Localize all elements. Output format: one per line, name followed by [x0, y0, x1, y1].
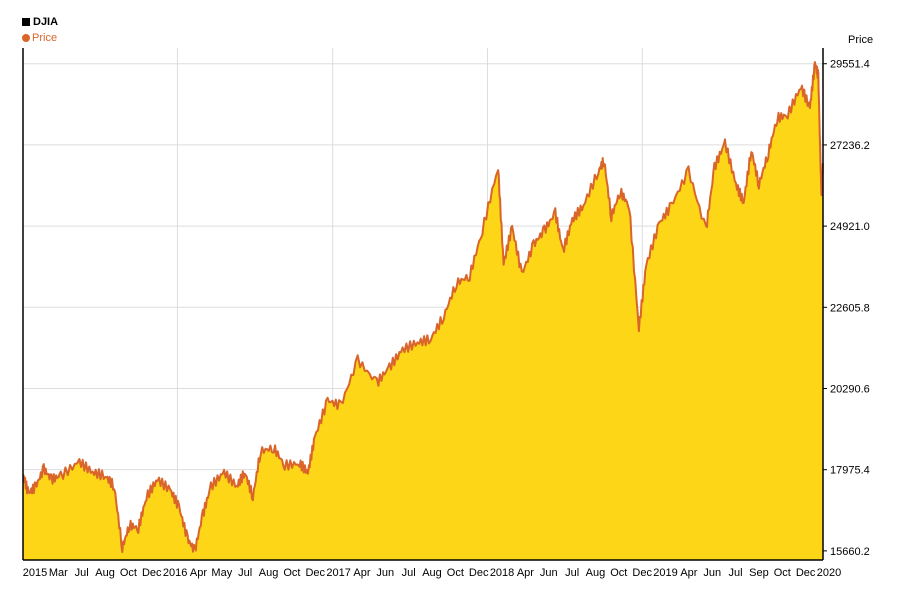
x-tick-label: Dec — [142, 567, 162, 579]
y-tick-label: 17975.4 — [830, 465, 870, 477]
x-tick-label: Jul — [75, 567, 89, 579]
x-tick-label: Oct — [610, 567, 627, 579]
x-tick-label: 2015 — [23, 567, 47, 579]
x-tick-label: 2018 — [490, 567, 514, 579]
x-tick-label: Apr — [353, 567, 370, 579]
x-tick-label: Dec — [632, 567, 652, 579]
x-tick-label: Jul — [238, 567, 252, 579]
y-tick-label: 24921.0 — [830, 221, 870, 233]
y-tick-label: 22605.8 — [830, 302, 870, 314]
x-tick-label: Jul — [565, 567, 579, 579]
x-tick-label: Mar — [49, 567, 68, 579]
x-tick-label: Jul — [729, 567, 743, 579]
x-tick-label: Oct — [774, 567, 791, 579]
x-tick-label: Aug — [259, 567, 279, 579]
x-tick-label: Apr — [680, 567, 697, 579]
x-tick-label: Apr — [517, 567, 534, 579]
x-tick-label: Sep — [749, 567, 769, 579]
legend-series-row[interactable]: Price — [22, 30, 58, 46]
x-tick-label: Dec — [796, 567, 816, 579]
x-tick-label: May — [211, 567, 232, 579]
x-tick-label: Dec — [305, 567, 325, 579]
legend-title-row: DJIA — [22, 14, 58, 30]
x-tick-label: 2016 — [163, 567, 187, 579]
x-tick-label: Aug — [95, 567, 115, 579]
y-tick-label: 15660.2 — [830, 546, 870, 558]
x-tick-label: Apr — [190, 567, 207, 579]
x-tick-label: Oct — [120, 567, 137, 579]
x-tick-label: Aug — [586, 567, 606, 579]
x-tick-label: Jun — [703, 567, 721, 579]
x-tick-label: Oct — [447, 567, 464, 579]
x-tick-label: 2017 — [326, 567, 350, 579]
x-tick-label: Aug — [422, 567, 442, 579]
y-tick-label: 27236.2 — [830, 140, 870, 152]
series-dot-icon — [22, 34, 30, 42]
x-tick-label: Oct — [283, 567, 300, 579]
plot-area — [22, 61, 824, 560]
x-tick-label: Jun — [540, 567, 558, 579]
axes — [22, 48, 824, 561]
x-tick-label: 2020 — [817, 567, 841, 579]
y-tick-label: 20290.6 — [830, 383, 870, 395]
legend: DJIA Price — [22, 14, 58, 46]
legend-series-label: Price — [32, 32, 58, 44]
x-tick-label: 2019 — [653, 567, 677, 579]
y-tick-label: 29551.4 — [830, 59, 870, 71]
x-tick-label: Dec — [469, 567, 489, 579]
x-axis-ticks: 2015 Mar Jul Aug Oct Dec 2016 Apr May Jul Aug Oct De… — [23, 567, 841, 579]
legend-square-icon — [22, 18, 30, 26]
x-tick-label: Jul — [402, 567, 416, 579]
price-series-line[interactable] — [22, 61, 824, 554]
y-axis-title: Price — [848, 34, 874, 46]
price-area-fill — [23, 62, 823, 560]
legend-title: DJIA — [33, 16, 59, 28]
x-tick-label: Jun — [376, 567, 394, 579]
y-axis-ticks: 29551.4 27236.2 24921.0 22605.8 20290.6 17975… — [823, 59, 870, 558]
